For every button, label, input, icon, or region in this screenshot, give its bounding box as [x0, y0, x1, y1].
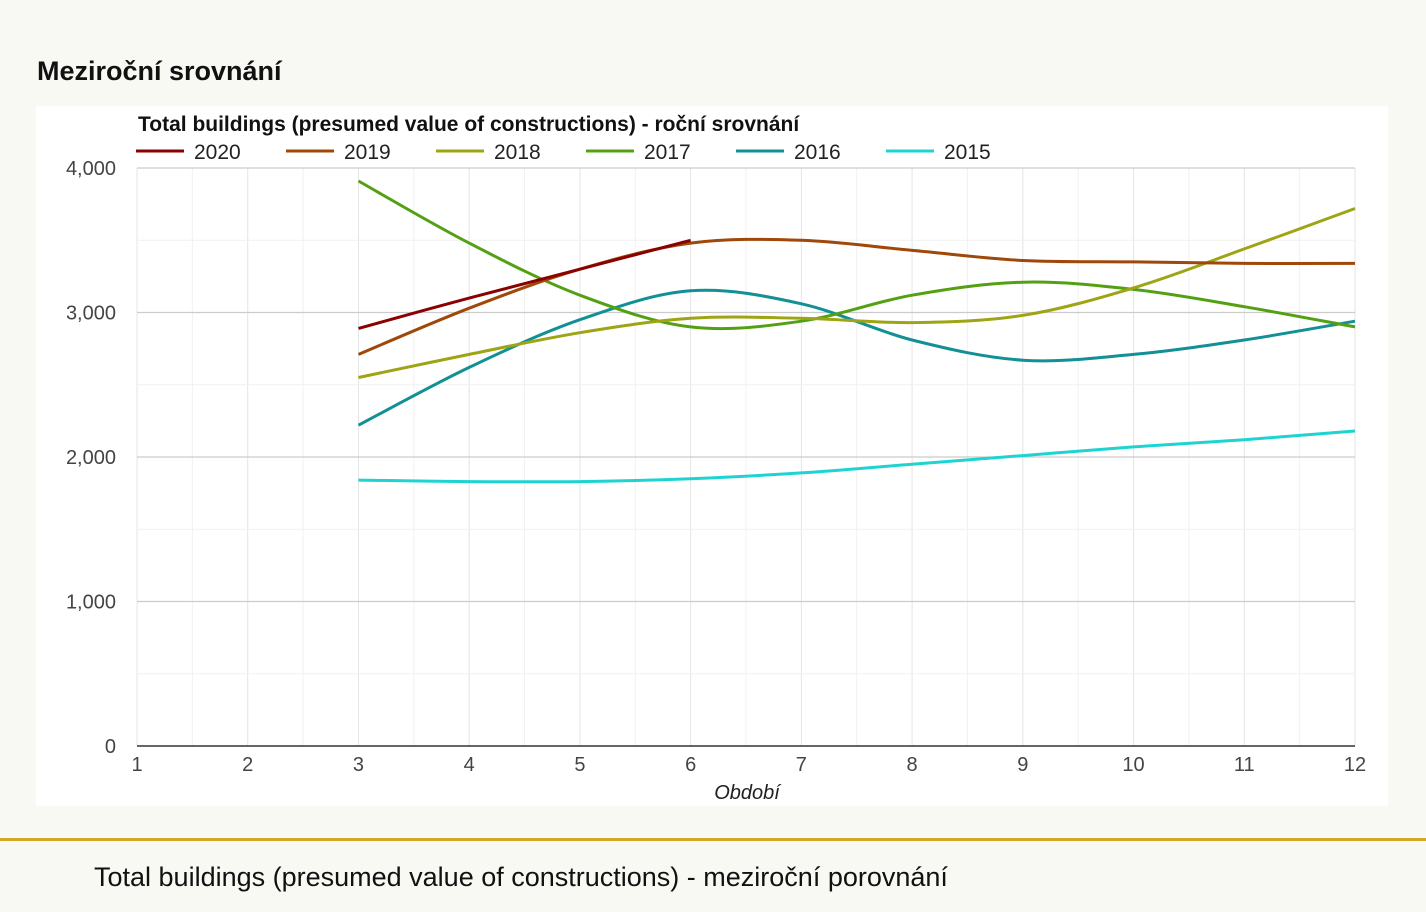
- series-line-2020: [358, 238, 691, 330]
- x-tick-label: 4: [464, 754, 475, 776]
- x-tick-label: 9: [1017, 754, 1028, 776]
- x-tick-label: 10: [1122, 754, 1144, 776]
- x-tick-label: 6: [685, 754, 696, 776]
- legend-label-2018: 2018: [494, 141, 541, 164]
- grid: [136, 167, 1356, 746]
- chart-card: 0 1,000 2,000 3,000 4,000 1 2 3 4 5 6 7 8 9 10 11 12 Tot…: [36, 106, 1388, 806]
- legend-label-2016: 2016: [794, 141, 841, 164]
- y-tick-label: 4,000: [66, 158, 116, 180]
- x-tick-label: 2: [242, 754, 253, 776]
- legend-label-2020: 2020: [194, 141, 241, 164]
- series-line-2017: [357, 179, 1356, 331]
- x-axis-title: Období: [714, 782, 782, 804]
- x-tick-label: 1: [131, 754, 142, 776]
- chart-title: Total buildings (presumed value of const…: [138, 113, 800, 136]
- x-tick-label: 11: [1234, 754, 1255, 776]
- divider: [0, 838, 1426, 841]
- x-tick-label: 12: [1344, 754, 1366, 776]
- legend-label-2019: 2019: [344, 141, 391, 164]
- y-tick-label: 0: [105, 736, 116, 758]
- series-line-2019: [357, 237, 1356, 356]
- section-title: Meziroční srovnání: [37, 56, 282, 86]
- legend-label-2017: 2017: [644, 141, 691, 164]
- series-line-2015: [358, 429, 1356, 484]
- x-tick-label: 7: [796, 754, 807, 776]
- chart-caption: Total buildings (presumed value of const…: [94, 862, 948, 892]
- series-lines: [357, 179, 1356, 484]
- x-tick-label: 8: [907, 754, 918, 776]
- x-tick-label: 3: [353, 754, 364, 776]
- x-tick-label: 5: [574, 754, 585, 776]
- y-tick-label: 1,000: [66, 592, 116, 614]
- legend-label-2015: 2015: [944, 141, 991, 164]
- series-line-2018: [358, 207, 1356, 379]
- y-tick-label: 2,000: [66, 447, 116, 469]
- y-tick-label: 3,000: [66, 303, 116, 325]
- legend: 2020 2019 2018 2017 2016 2015: [136, 141, 991, 164]
